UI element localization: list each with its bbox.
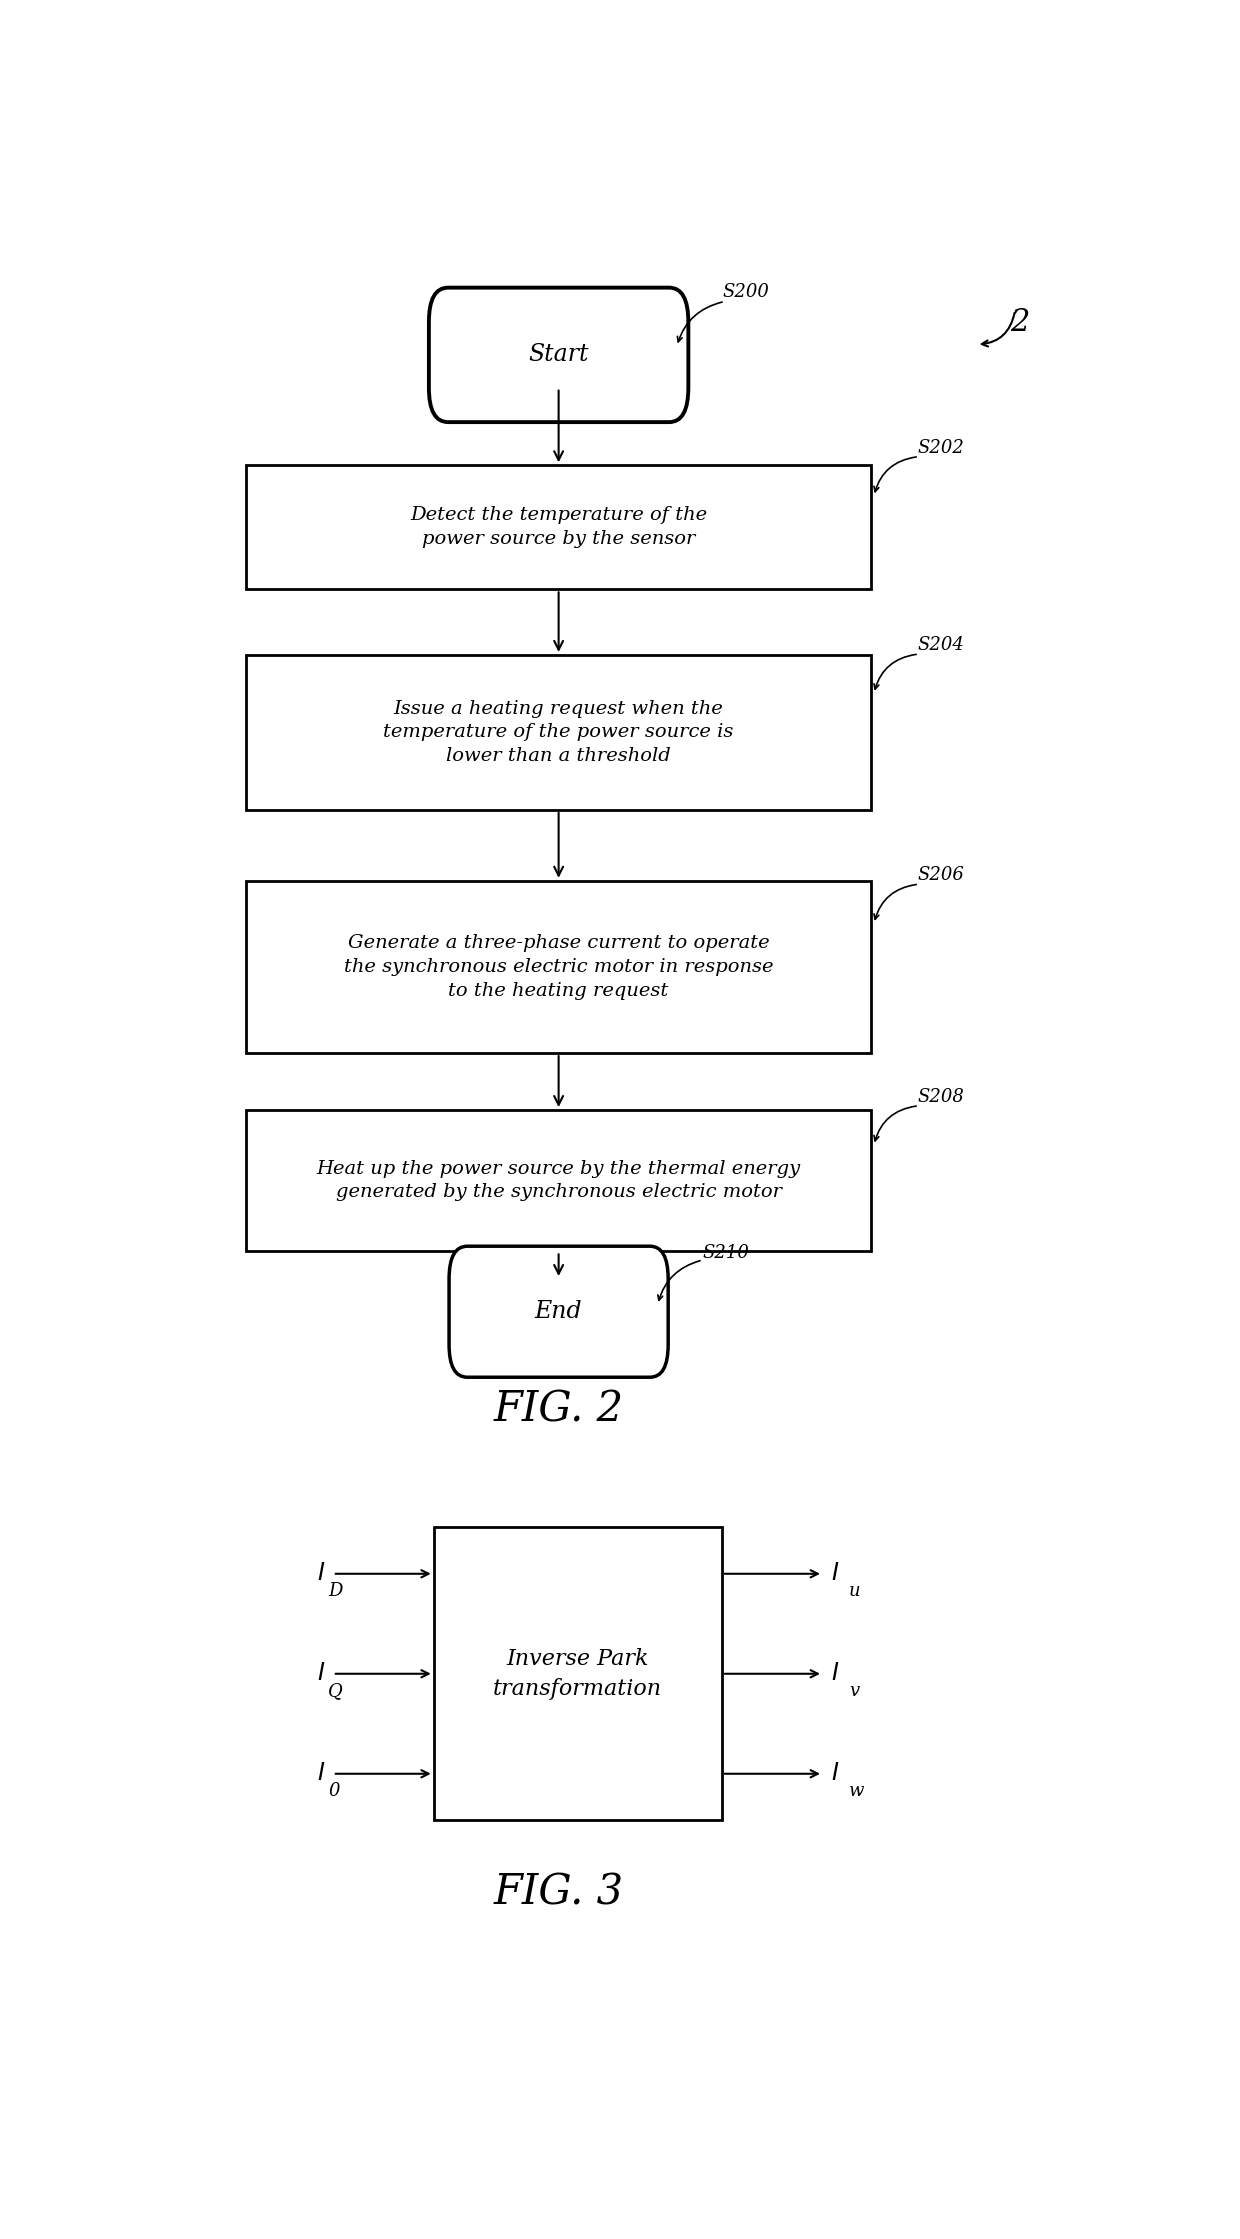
Text: Start: Start — [528, 343, 589, 367]
FancyBboxPatch shape — [434, 1527, 722, 1820]
Text: Detect the temperature of the
power source by the sensor: Detect the temperature of the power sour… — [410, 506, 707, 549]
Text: $I$: $I$ — [831, 1762, 839, 1784]
Text: $I$: $I$ — [316, 1661, 325, 1686]
Text: FIG. 3: FIG. 3 — [494, 1872, 624, 1914]
Text: S208: S208 — [918, 1088, 963, 1106]
Text: v: v — [849, 1681, 859, 1699]
FancyBboxPatch shape — [449, 1247, 668, 1377]
Text: 2: 2 — [1011, 307, 1029, 338]
Text: Generate a three-phase current to operate
the synchronous electric motor in resp: Generate a three-phase current to operat… — [343, 934, 774, 999]
Text: u: u — [849, 1583, 861, 1601]
Text: $I$: $I$ — [316, 1563, 325, 1585]
FancyBboxPatch shape — [247, 466, 870, 589]
FancyBboxPatch shape — [247, 1111, 870, 1252]
FancyBboxPatch shape — [429, 287, 688, 423]
Text: S210: S210 — [703, 1243, 750, 1263]
Text: Issue a heating request when the
temperature of the power source is
lower than a: Issue a heating request when the tempera… — [383, 701, 734, 766]
Text: $I$: $I$ — [831, 1661, 839, 1686]
Text: D: D — [327, 1583, 342, 1601]
Text: w: w — [849, 1782, 864, 1800]
Text: $I$: $I$ — [316, 1762, 325, 1784]
Text: 0: 0 — [327, 1782, 340, 1800]
Text: Q: Q — [327, 1681, 342, 1699]
FancyBboxPatch shape — [247, 654, 870, 811]
FancyBboxPatch shape — [247, 880, 870, 1052]
Text: S200: S200 — [722, 284, 769, 302]
Text: $I$: $I$ — [831, 1563, 839, 1585]
Text: Heat up the power source by the thermal energy
generated by the synchronous elec: Heat up the power source by the thermal … — [316, 1160, 801, 1202]
Text: S206: S206 — [918, 866, 963, 884]
Text: S202: S202 — [918, 439, 963, 457]
Text: End: End — [534, 1301, 583, 1323]
Text: FIG. 2: FIG. 2 — [494, 1388, 624, 1431]
Text: S204: S204 — [918, 636, 963, 654]
Text: Inverse Park
transformation: Inverse Park transformation — [494, 1648, 662, 1699]
